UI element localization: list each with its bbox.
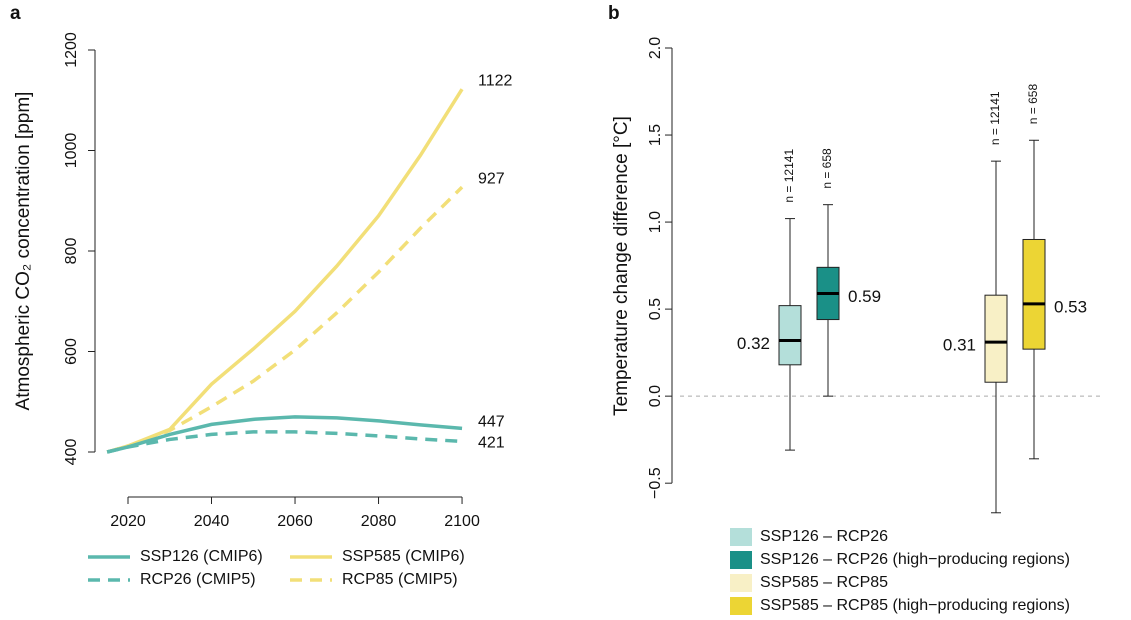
y-tick-label: 1200 [63, 32, 80, 68]
legend-label: SSP585 – RCP85 [760, 574, 888, 591]
series-line [106, 415, 463, 454]
y-tick-label: 1.0 [647, 211, 664, 233]
y-tick-label: 600 [63, 338, 80, 365]
end-value-label: 1122 [478, 72, 513, 89]
panel-label: a [10, 3, 21, 24]
end-value-label: 447 [478, 414, 505, 431]
legend-label: SSP585 (CMIP6) [342, 548, 465, 565]
x-tick-label: 2100 [444, 513, 480, 530]
y-tick-label: 400 [63, 439, 80, 466]
y-tick-label: 1000 [63, 133, 80, 169]
n-label: n = 12141 [988, 91, 1002, 145]
x-tick-label: 2040 [194, 513, 230, 530]
x-tick-label: 2080 [361, 513, 397, 530]
end-value-label: 421 [478, 435, 505, 452]
y-axis-title: Temperature change difference [°C] [611, 116, 632, 416]
median-label: 0.32 [737, 334, 770, 353]
legend-label: RCP85 (CMIP5) [342, 571, 458, 588]
median-label: 0.53 [1054, 297, 1087, 316]
median-label: 0.31 [943, 336, 976, 355]
legend-swatch [730, 574, 752, 592]
box [984, 294, 1008, 383]
panel-label: b [608, 3, 620, 24]
x-tick-label: 2060 [277, 513, 313, 530]
n-label: n = 12141 [782, 149, 796, 203]
legend-swatch [730, 551, 752, 569]
legend-label: SSP126 (CMIP6) [140, 548, 263, 565]
series-line [106, 88, 464, 454]
legend-label: SSP585 – RCP85 (high−producing regions) [760, 597, 1070, 614]
y-tick-label: 2.0 [647, 37, 664, 59]
x-tick-label: 2020 [110, 513, 146, 530]
median-label: 0.59 [848, 287, 881, 306]
y-axis-title: Atmospheric CO₂ concentration [ppm] [13, 92, 34, 411]
legend-swatch [730, 597, 752, 615]
series-line [106, 430, 463, 454]
n-label: n = 658 [1026, 84, 1040, 125]
end-value-label: 927 [478, 170, 505, 187]
n-label: n = 658 [820, 148, 834, 189]
series-line [106, 185, 464, 454]
y-tick-label: 800 [63, 238, 80, 265]
y-tick-label: −0.5 [647, 467, 664, 499]
y-tick-label: 1.5 [647, 124, 664, 146]
box [1022, 238, 1046, 350]
legend-label: SSP126 – RCP26 (high−producing regions) [760, 551, 1070, 568]
y-tick-label: 0.0 [647, 385, 664, 407]
y-tick-label: 0.5 [647, 298, 664, 320]
legend-swatch [730, 528, 752, 546]
legend-label: SSP126 – RCP26 [760, 528, 888, 545]
box [778, 305, 802, 366]
legend-label: RCP26 (CMIP5) [140, 571, 256, 588]
